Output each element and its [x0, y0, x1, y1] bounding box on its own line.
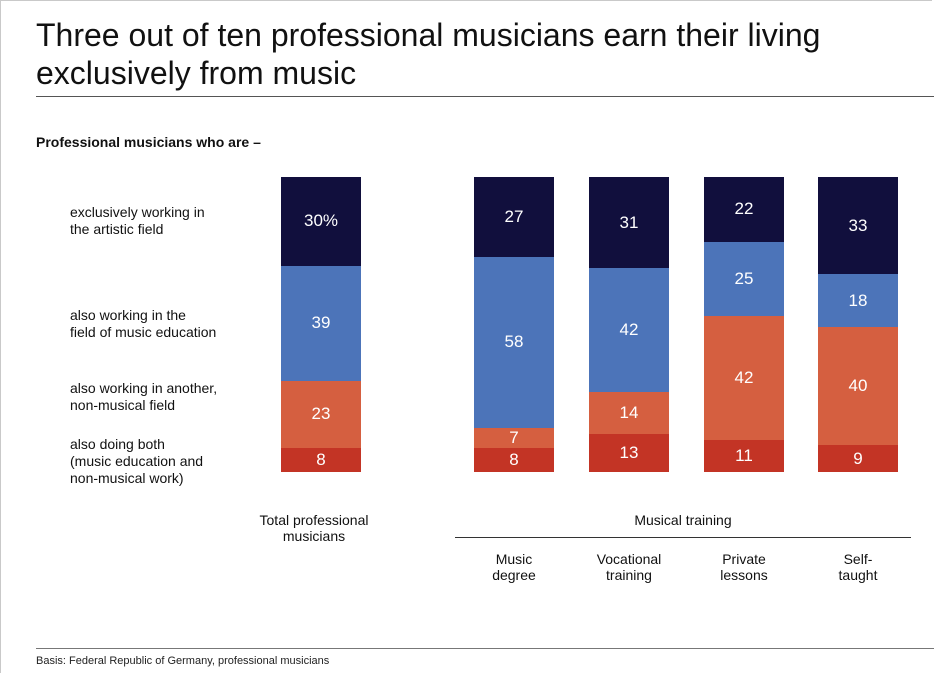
- x-tick-label-line: musicians: [282, 528, 346, 544]
- data-label: 23: [311, 404, 331, 424]
- data-label: 33: [848, 215, 868, 235]
- legend-label-line: non-musical work): [70, 470, 184, 486]
- data-label: 9: [853, 448, 863, 468]
- legend-label-3: also doing both (music education and non-m…: [70, 436, 203, 487]
- data-label: 25: [734, 268, 754, 288]
- bar-3: 22 25 42 11: [704, 177, 784, 472]
- data-label: 31: [619, 212, 639, 232]
- x-tick-label-line: Private: [722, 551, 766, 567]
- footer-divider: [36, 648, 934, 649]
- data-label: 14: [619, 402, 639, 422]
- bar-segment: 18: [818, 274, 898, 328]
- bar-2: 31 42 14 13: [589, 177, 669, 472]
- x-tick-label-line: training: [606, 567, 652, 583]
- bar-segment: 9: [818, 445, 898, 472]
- bar-segment: 23: [281, 380, 361, 449]
- data-label: 11: [735, 445, 753, 465]
- data-label: 39: [311, 313, 331, 333]
- legend-label-line: field of music education: [70, 324, 217, 340]
- legend-label-line: exclusively working in: [70, 204, 205, 220]
- title-divider: [36, 96, 934, 97]
- x-tick-label-line: degree: [492, 567, 536, 583]
- bar-segment: 7: [474, 427, 554, 449]
- x-tick-label-3: Private lessons: [694, 551, 794, 583]
- legend-label-2: also working in another, non-musical fiel…: [70, 380, 217, 414]
- bar-segment: 30%: [281, 177, 361, 266]
- x-tick-label-line: Music: [495, 551, 533, 567]
- bar-4: 33 18 40 9: [818, 177, 898, 472]
- data-label: 27: [504, 206, 524, 226]
- data-label: 42: [734, 367, 754, 387]
- group-label-musical-training: Musical training: [634, 512, 732, 528]
- chart-title: Three out of ten professional musicians …: [36, 17, 821, 91]
- x-tick-label-0: Total professional musicians: [224, 512, 404, 544]
- data-label: 13: [619, 442, 639, 462]
- bar-segment: 8: [474, 448, 554, 472]
- legend-label-line: the artistic field: [70, 221, 164, 237]
- bar-segment: 42: [589, 268, 669, 393]
- legend-label-line: also doing both: [70, 436, 165, 452]
- data-label: 40: [848, 376, 868, 396]
- data-label: 8: [509, 450, 519, 470]
- data-label: 42: [619, 320, 639, 340]
- x-tick-label-line: taught: [838, 567, 878, 583]
- bar-segment: 11: [704, 439, 784, 472]
- data-label: 18: [848, 290, 868, 310]
- bar-segment: 22: [704, 177, 784, 242]
- bar-segment: 42: [704, 315, 784, 440]
- data-label: 22: [734, 199, 754, 219]
- x-tick-label-line: Self-: [843, 551, 873, 567]
- x-tick-label-line: lessons: [720, 567, 768, 583]
- data-label: 58: [504, 332, 524, 352]
- x-tick-label-4: Self-taught: [808, 551, 908, 583]
- data-label: 8: [316, 450, 326, 470]
- x-tick-label-line: Total professional: [259, 512, 369, 528]
- legend-label-line: (music education and: [70, 453, 204, 469]
- bar-segment: 14: [589, 392, 669, 434]
- bar-segment: 8: [281, 448, 361, 472]
- source-note: Basis: Federal Republic of Germany, prof…: [36, 655, 330, 667]
- x-tick-label-line: Vocational: [596, 551, 662, 567]
- bar-segment: 31: [589, 177, 669, 269]
- bar-0: 30% 39 23 8: [281, 177, 361, 472]
- legend-label-line: also working in the: [70, 307, 186, 323]
- legend-label-line: also working in another,: [70, 380, 218, 396]
- bar-segment: 58: [474, 256, 554, 428]
- legend-label-0: exclusively working in the artistic field: [70, 204, 205, 238]
- x-tick-label-2: Vocational training: [574, 551, 684, 583]
- data-label: 30%: [303, 211, 339, 231]
- legend-label-1: also working in the field of music educat…: [70, 307, 216, 341]
- bar-segment: 27: [474, 177, 554, 257]
- legend-label-line: non-musical field: [70, 397, 176, 413]
- group-divider: [455, 537, 911, 538]
- bar-1: 27 58 7 8: [474, 177, 554, 472]
- x-tick-label-1: Music degree: [464, 551, 564, 583]
- data-label: 7: [509, 428, 519, 448]
- bar-segment: 33: [818, 177, 898, 275]
- bar-segment: 25: [704, 241, 784, 316]
- bar-segment: 39: [281, 265, 361, 381]
- bar-segment: 13: [589, 433, 669, 472]
- bar-segment: 40: [818, 327, 898, 446]
- chart-subtitle: Professional musicians who are –: [36, 134, 261, 150]
